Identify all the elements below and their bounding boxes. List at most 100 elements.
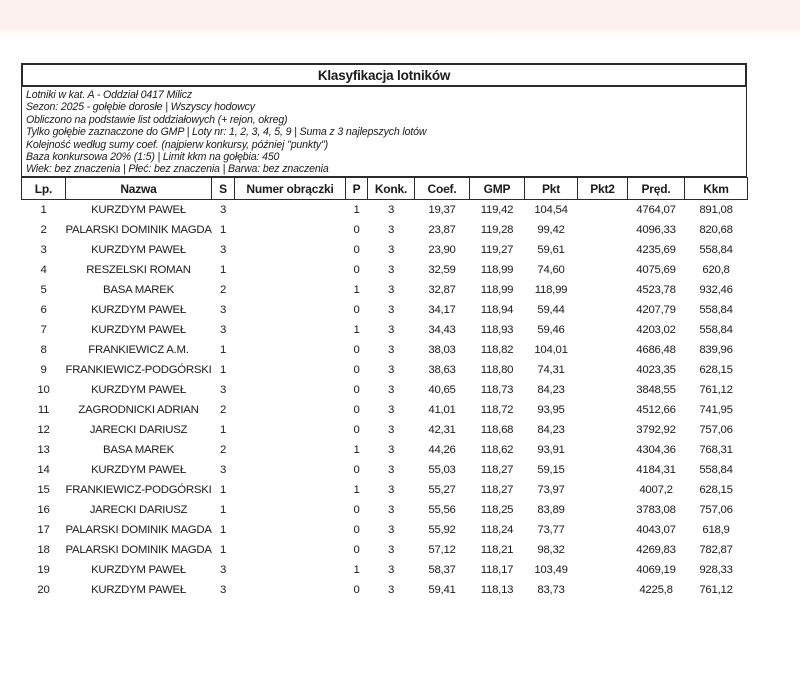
table-cell: 57,12 [428, 544, 456, 556]
table-cell: KURZDYM PAWEŁ [91, 384, 186, 396]
table-cell: 3 [387, 444, 395, 456]
table-cell: 0 [353, 504, 360, 516]
table-cell: 119,42 [480, 204, 514, 216]
column-header: Pkt [524, 177, 578, 200]
table-row: 14 KURZDYM PAWEŁ 3 0 3 55,03 118,27 59,15 4184,3… [22, 460, 748, 480]
table-cell: 0 [353, 424, 360, 436]
table-cell: 1 [219, 424, 227, 436]
table-row: 18 PALARSKI DOMINIK MAGDA 1 0 3 57,12 118,21 98… [22, 540, 748, 560]
table-cell [235, 280, 346, 300]
table-cell: 0 [353, 364, 360, 376]
table-row: 7 KURZDYM PAWEŁ 3 1 3 34,43 118,93 59,46 4203,02… [22, 320, 748, 340]
table-cell: 928,33 [699, 564, 733, 576]
table-cell: 17 [37, 524, 50, 536]
table-cell: 23,90 [428, 244, 456, 256]
table-cell [578, 300, 628, 320]
table-cell: 1 [219, 364, 227, 376]
table-cell: 820,68 [699, 224, 733, 236]
table-cell: 1 [353, 444, 360, 456]
column-header: Lp. [21, 177, 66, 200]
table-cell [578, 560, 628, 580]
table-cell: 84,23 [537, 384, 565, 396]
table-cell: 118,68 [480, 424, 514, 436]
table-cell: 768,31 [699, 444, 733, 456]
table-cell: 3 [387, 404, 395, 416]
table-cell [578, 500, 628, 520]
table-cell [235, 260, 346, 280]
column-header: Nazwa [65, 177, 212, 200]
table-cell: 59,61 [537, 244, 565, 256]
table-cell: 40,65 [428, 384, 456, 396]
table-cell: PALARSKI DOMINIK MAGDA [65, 524, 212, 536]
table-cell: 38,63 [428, 364, 456, 376]
table-cell [578, 460, 628, 480]
table-cell: 118,93 [480, 324, 514, 336]
table-row: 20 KURZDYM PAWEŁ 3 0 3 59,41 118,13 83,73 4225,8… [22, 580, 748, 600]
table-cell: RESZELSKI ROMAN [86, 264, 191, 276]
table-cell: 3 [219, 304, 227, 316]
table-cell: 558,84 [699, 324, 733, 336]
table-row: 19 KURZDYM PAWEŁ 3 1 3 58,37 118,17 103,49 4069,… [22, 560, 748, 580]
table-cell: 32,59 [428, 264, 456, 276]
table-cell: 4075,69 [636, 264, 676, 276]
table-cell [235, 560, 346, 580]
table-cell: 628,15 [699, 484, 733, 496]
table-cell: 118,27 [480, 484, 514, 496]
table-cell: 99,42 [537, 224, 565, 236]
table-cell: 761,12 [699, 384, 733, 396]
table-cell: 558,84 [699, 464, 733, 476]
table-cell: 0 [353, 344, 360, 356]
table-cell: 618,9 [702, 524, 730, 536]
table-row: 4 RESZELSKI ROMAN 1 0 3 32,59 118,99 74,60 4075,… [22, 260, 748, 280]
table-cell: 2 [219, 284, 227, 296]
table-cell: 59,46 [537, 324, 565, 336]
table-cell: BASA MAREK [103, 444, 174, 456]
table-cell: 757,06 [699, 504, 733, 516]
table-cell: 10 [37, 384, 50, 396]
table-cell: 628,15 [699, 364, 733, 376]
table-cell [578, 540, 628, 560]
table-cell: 73,77 [537, 524, 565, 536]
table-cell [235, 520, 346, 540]
table-cell: 34,43 [428, 324, 456, 336]
table-cell [578, 200, 628, 221]
table-cell: 118,73 [480, 384, 514, 396]
table-cell: 558,84 [699, 304, 733, 316]
table-cell: 3 [219, 204, 227, 216]
table-cell: 14 [37, 464, 50, 476]
table-cell: 3 [387, 244, 395, 256]
table-cell: 1 [219, 484, 227, 496]
table-cell: 16 [37, 504, 50, 516]
table-cell [578, 240, 628, 260]
table-cell: 0 [353, 404, 360, 416]
table-cell: FRANKIEWICZ A.M. [88, 344, 189, 356]
table-cell: 3 [387, 364, 395, 376]
table-cell: 23,87 [428, 224, 456, 236]
table-cell: 119,27 [480, 244, 514, 256]
table-row: 5 BASA MAREK 2 1 3 32,87 118,99 118,99 4523,78 93… [22, 280, 748, 300]
table-row: 11 ZAGRODNICKI ADRIAN 2 0 3 41,01 118,72 93,95 4… [22, 400, 748, 420]
table-cell: 757,06 [699, 424, 733, 436]
table-cell: 3 [387, 484, 395, 496]
table-row: 1 KURZDYM PAWEŁ 3 1 3 19,37 119,42 104,54 4764,0… [22, 200, 748, 221]
table-cell: 118,13 [480, 584, 514, 596]
table-cell: 3 [219, 564, 227, 576]
results-table-body: 1 KURZDYM PAWEŁ 3 1 3 19,37 119,42 104,54 4764,0… [22, 200, 748, 601]
table-header-row: Lp. Nazwa S Numer obrączki P Konk. Coef. GMP Pkt… [21, 177, 748, 200]
table-cell: 4069,19 [636, 564, 676, 576]
report-info-line: Tylko gołębie zaznaczone do GMP | Loty n… [26, 126, 427, 139]
table-cell: 0 [353, 524, 360, 536]
table-cell: 1 [219, 524, 227, 536]
table-cell: 55,03 [428, 464, 456, 476]
table-cell: 83,89 [537, 504, 565, 516]
table-cell: 620,8 [702, 264, 730, 276]
table-cell [578, 520, 628, 540]
table-cell: 3848,55 [636, 384, 676, 396]
table-cell: 1 [219, 344, 227, 356]
classification-report: Klasyfikacja lotników Lotniki w kat. A -… [21, 63, 748, 601]
table-cell: 118,72 [480, 404, 514, 416]
table-row: 17 PALARSKI DOMINIK MAGDA 1 0 3 55,92 118,24 73… [22, 520, 748, 540]
table-cell: 3 [387, 524, 395, 536]
table-cell: 83,73 [537, 584, 565, 596]
